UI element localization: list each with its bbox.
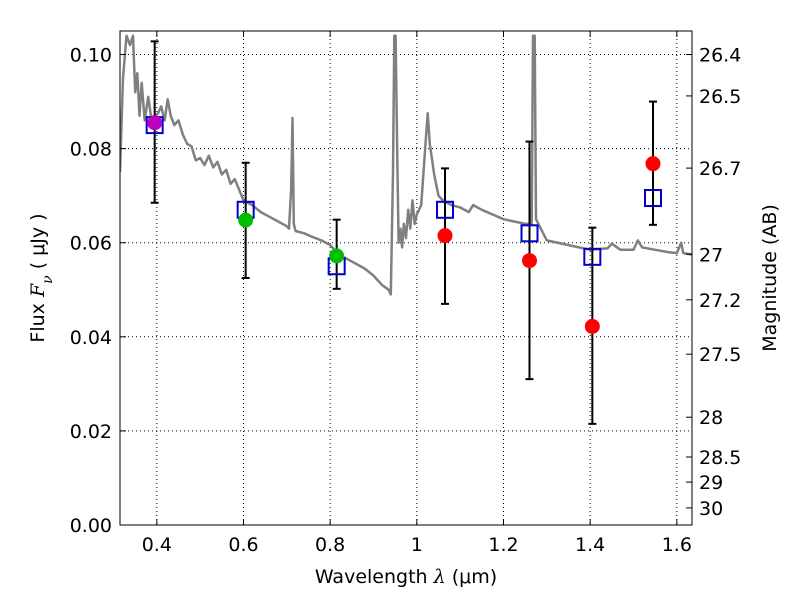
y2-tick-label: 27: [699, 244, 723, 266]
observed-point: [329, 248, 345, 264]
observed-point: [147, 115, 163, 131]
x-axis-title: Wavelength λ (μm): [315, 566, 497, 588]
y-axis-title: Flux Fν ( μJy ): [27, 213, 56, 342]
y2-tick-label: 26.5: [699, 86, 741, 108]
model-square: [436, 200, 454, 219]
y-tick-label: 0.02: [70, 421, 112, 443]
y-tick-label: 0.08: [70, 139, 112, 161]
y2-tick-label: 26.4: [699, 45, 741, 67]
x-tick-label: 1.6: [662, 534, 692, 556]
y2-tick-label: 28: [699, 407, 723, 429]
spectrum-line: [120, 34, 692, 296]
spectrum-layer: [120, 34, 692, 296]
y-axis-left: 0.00 0.02 0.04 0.06 0.08 0.10: [70, 45, 126, 537]
x-tick-label: 0.6: [228, 534, 258, 556]
y2-tick-label: 29: [699, 472, 723, 494]
y2-tick-label: 26.7: [699, 158, 741, 180]
observed-point: [584, 318, 600, 334]
y-tick-label: 0.06: [70, 233, 112, 255]
observed-point: [238, 212, 254, 228]
observed-point: [522, 253, 537, 269]
y2-axis-title: Magnitude (AB): [759, 204, 781, 352]
observed-points: [147, 115, 661, 334]
y-axis-right: 26.4 26.5 26.7 27 27.2 27.5 28 28.5 29 30: [686, 45, 741, 520]
model-square: [520, 224, 539, 243]
x-tick-label: 1.4: [575, 534, 605, 556]
observed-point: [437, 228, 453, 244]
y2-tick-label: 30: [699, 498, 723, 520]
y2-tick-label: 28.5: [699, 447, 741, 469]
x-axis: 0.4 0.6 0.8 1 1.2 1.4 1.6: [142, 31, 692, 556]
x-tick-label: 0.4: [142, 534, 172, 556]
x-tick-label: 0.8: [315, 534, 345, 556]
y2-tick-label: 27.2: [699, 290, 741, 312]
observed-point: [645, 156, 661, 172]
plot-frame: [119, 30, 693, 526]
y2-tick-label: 27.5: [699, 344, 741, 366]
y-tick-label: 0.00: [70, 515, 112, 537]
y-tick-label: 0.04: [70, 327, 112, 349]
x-tick-label: 1: [411, 534, 423, 556]
model-square: [644, 189, 662, 208]
model-square: [583, 247, 602, 266]
x-tick-label: 1.2: [488, 534, 518, 556]
y-tick-label: 0.10: [70, 45, 112, 67]
